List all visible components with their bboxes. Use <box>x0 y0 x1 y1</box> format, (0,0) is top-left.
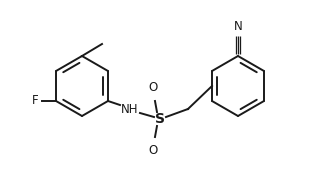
Text: S: S <box>155 112 165 126</box>
Text: N: N <box>234 20 242 34</box>
Text: F: F <box>31 94 38 108</box>
Text: O: O <box>148 80 158 94</box>
Text: O: O <box>148 144 158 158</box>
Text: NH: NH <box>121 103 139 116</box>
